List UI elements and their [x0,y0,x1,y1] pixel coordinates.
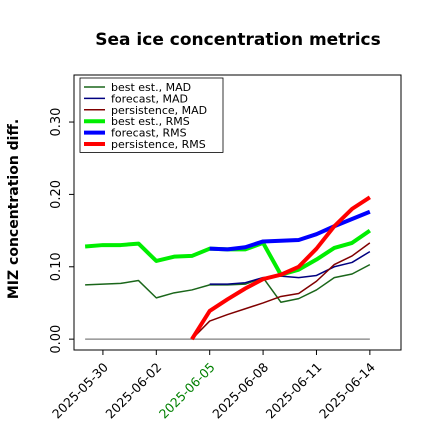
plot-frame [73,74,402,351]
x-tick-label: 2025-06-14 [316,359,378,421]
y-tick-label: 0.20 [49,180,64,209]
y-axis-label: MIZ concentration diff. [6,119,22,299]
series-line-persistence-mad [191,242,371,340]
legend-entry: persistence, RMS [111,138,206,151]
series-line-persistence-rms [190,195,371,341]
chart-title: Sea ice concentration metrics [95,30,381,50]
series-layer [84,195,371,341]
y-tick-label: 0.30 [49,108,64,137]
y-axis: 0.00 0.10 0.20 0.30 [49,108,74,354]
x-tick-label: 2025-05-30 [49,359,111,421]
x-tick-label: 2025-06-11 [263,360,325,422]
series-line-best-est-mad [85,263,371,303]
x-tick-label: 2025-06-02 [102,360,164,422]
y-tick-label: 0.10 [49,252,64,281]
x-axis: 2025-05-302025-06-022025-06-052025-06-08… [49,350,378,421]
legend-entry: forecast, MAD [111,92,188,105]
x-tick-label: 2025-06-08 [209,359,271,421]
y-tick-label: 0.00 [49,325,64,354]
legend-entry: forecast, RMS [111,127,187,140]
legend-box [79,77,224,153]
series-line-forecast-mad [209,250,371,285]
legend-entry: persistence, MAD [111,104,207,117]
x-tick-label: 2025-06-05 [156,360,218,422]
series-line-forecast-rms [209,209,371,252]
legend-entry: best est., RMS [111,115,190,128]
legend-entry: best est., MAD [111,81,191,94]
